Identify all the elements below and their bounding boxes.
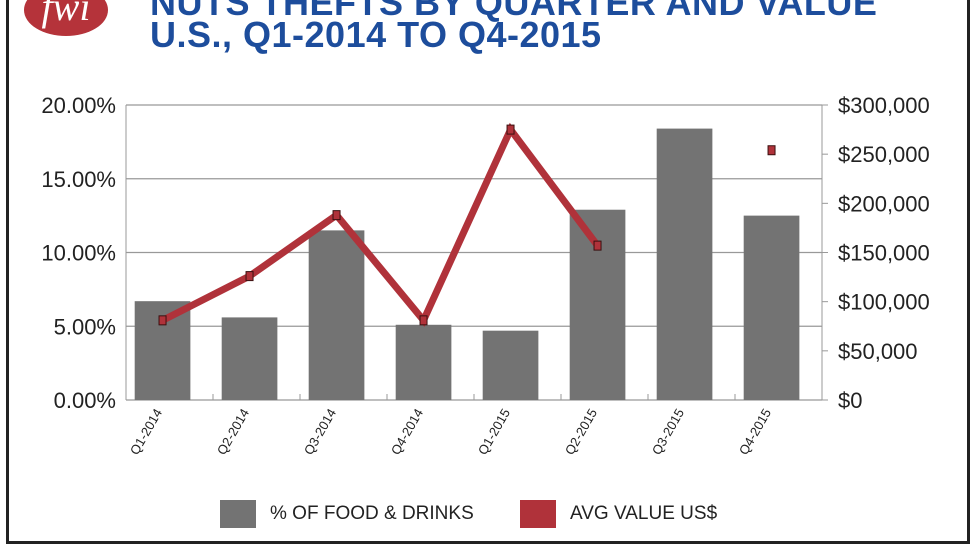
chart-title-line2: U.S., Q1-2014 TO Q4-2015 — [150, 14, 602, 55]
bar — [569, 209, 626, 400]
bar — [308, 230, 365, 400]
x-tick-label: Q1-2014 — [127, 406, 165, 457]
x-tick-label: Q1-2015 — [475, 406, 513, 457]
avg-value-marker — [767, 145, 776, 156]
logo-text: fwi — [41, 0, 91, 29]
chart-frame — [6, 0, 970, 544]
avg-value-marker — [245, 271, 254, 282]
bar — [221, 317, 278, 400]
x-tick-label: Q4-2015 — [736, 406, 774, 457]
right-tick-label: $200,000 — [838, 191, 930, 216]
avg-value-marker — [332, 210, 341, 221]
avg-value-marker — [419, 315, 428, 326]
avg-value-marker — [506, 124, 515, 135]
bar — [743, 215, 800, 400]
right-tick-label: $50,000 — [838, 339, 918, 364]
x-tick-label: Q4-2014 — [388, 406, 426, 457]
legend-item-bars: % OF FOOD & DRINKS — [220, 500, 474, 528]
left-tick-label: 15.00% — [41, 167, 116, 192]
x-tick-label: Q3-2014 — [301, 406, 339, 457]
x-tick-label: Q3-2015 — [649, 406, 687, 457]
right-tick-label: $300,000 — [838, 93, 930, 118]
avg-value-marker — [593, 240, 602, 251]
chart-title-line1: NUTS THEFTS BY QUARTER AND VALUE — [150, 0, 878, 23]
avg-value-marker — [158, 315, 167, 326]
right-tick-label: $250,000 — [838, 142, 930, 167]
legend-label: AVG VALUE US$ — [570, 503, 718, 524]
bar — [482, 330, 539, 400]
bar — [656, 128, 713, 400]
left-tick-label: 5.00% — [54, 314, 116, 339]
right-tick-label: $0 — [838, 388, 862, 413]
avg-value-line — [160, 122, 601, 327]
left-tick-label: 0.00% — [54, 388, 116, 413]
right-tick-label: $150,000 — [838, 241, 930, 266]
left-tick-label: 20.00% — [41, 93, 116, 118]
legend-swatch-line — [520, 500, 556, 528]
legend-item-line: AVG VALUE US$ — [520, 500, 717, 528]
left-tick-label: 10.00% — [41, 241, 116, 266]
legend-label: % OF FOOD & DRINKS — [270, 503, 474, 524]
bar — [395, 324, 452, 400]
x-tick-label: Q2-2014 — [214, 406, 252, 457]
x-tick-label: Q2-2015 — [562, 406, 600, 457]
right-tick-label: $100,000 — [838, 290, 930, 315]
legend-swatch-bar — [220, 500, 256, 528]
